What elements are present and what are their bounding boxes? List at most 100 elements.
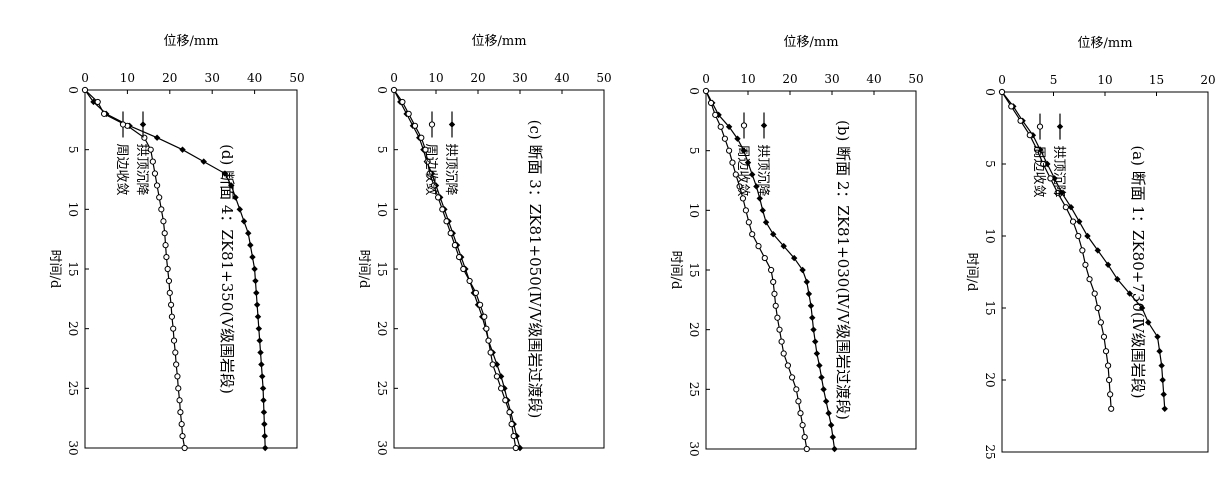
y-tick-label: 50 — [908, 72, 923, 86]
point-convergence — [466, 277, 473, 285]
point-convergence — [1082, 261, 1089, 268]
y-tick-label: 50 — [289, 71, 304, 85]
point-convergence — [1079, 247, 1086, 254]
point-convergence — [717, 123, 724, 130]
point-convergence — [418, 134, 425, 141]
point-convergence — [749, 231, 756, 238]
y-tick-label: 0 — [702, 72, 710, 86]
point-convergence — [156, 194, 163, 201]
point-convergence — [1104, 362, 1112, 369]
y-tick-label: 20 — [470, 71, 485, 85]
point-convergence — [502, 397, 509, 404]
point-subsidence — [1114, 276, 1121, 283]
point-convergence — [742, 207, 749, 214]
panel-caption: (c) 断面 3：ZK81+050(Ⅳ/Ⅴ级围岩过渡段) — [526, 120, 544, 419]
point-convergence — [1033, 146, 1041, 153]
point-subsidence — [252, 277, 259, 285]
legend-marker-diamond — [448, 121, 456, 128]
point-subsidence — [1051, 175, 1058, 182]
point-convergence — [174, 373, 181, 380]
x-tick-label: 15 — [375, 261, 389, 276]
point-subsidence — [822, 398, 830, 405]
point-convergence — [493, 373, 500, 380]
point-subsidence — [236, 206, 243, 213]
series-line-subsidence — [84, 89, 266, 449]
point-convergence — [1008, 103, 1015, 110]
y-tick-label: 20 — [782, 72, 797, 86]
legend-marker-circle — [428, 121, 436, 128]
legend-label: 拱顶沉降 — [755, 144, 770, 196]
x-axis-label: 时间/d — [47, 250, 62, 289]
point-subsidence — [762, 219, 770, 226]
point-subsidence — [1159, 376, 1166, 384]
point-convergence — [149, 158, 156, 165]
point-convergence — [426, 170, 433, 177]
x-tick-label: 25 — [375, 381, 389, 396]
panel-caption: (b) 断面 2：ZK81+030(Ⅳ/Ⅴ级围岩过渡段) — [834, 120, 852, 420]
point-convergence — [163, 253, 170, 261]
point-convergence — [164, 265, 171, 273]
point-convergence — [176, 397, 183, 404]
point-convergence — [707, 99, 715, 107]
point-convergence — [797, 410, 804, 417]
point-convergence — [487, 349, 494, 356]
point-subsidence — [825, 410, 832, 417]
legend-marker-circle — [119, 121, 127, 128]
point-convergence — [481, 313, 488, 320]
point-convergence — [1102, 348, 1110, 355]
point-subsidence — [1104, 261, 1112, 268]
point-subsidence — [810, 326, 817, 333]
point-convergence — [803, 445, 810, 453]
point-convergence — [178, 421, 185, 428]
point-convergence — [170, 337, 178, 344]
point-convergence — [497, 385, 505, 392]
point-subsidence — [249, 253, 256, 261]
point-convergence — [1097, 319, 1104, 326]
point-convergence — [177, 409, 184, 416]
y-tick-label: 40 — [247, 71, 262, 85]
legend-marker-diamond — [760, 122, 768, 129]
y-tick-label: 30 — [205, 71, 220, 85]
point-convergence — [506, 409, 513, 416]
point-convergence — [439, 206, 446, 213]
point-subsidence — [261, 432, 268, 440]
y-tick-label: 15 — [1149, 73, 1164, 87]
point-subsidence — [261, 420, 268, 428]
point-convergence — [1040, 160, 1047, 168]
point-convergence — [732, 171, 739, 178]
x-tick-label: 10 — [687, 203, 701, 218]
legend-marker-circle — [1036, 123, 1044, 130]
y-tick-label: 10 — [1097, 73, 1112, 87]
point-convergence — [153, 182, 161, 189]
point-subsidence — [259, 373, 266, 380]
y-tick-label: 10 — [740, 72, 755, 86]
point-subsidence — [232, 194, 239, 201]
point-convergence — [721, 135, 728, 142]
point-convergence — [460, 265, 467, 273]
point-convergence — [1054, 189, 1061, 196]
x-tick-label: 25 — [983, 444, 997, 459]
point-convergence — [172, 349, 179, 356]
point-convergence — [94, 98, 101, 106]
point-convergence — [998, 88, 1006, 96]
point-convergence — [1047, 175, 1054, 182]
point-convergence — [422, 146, 429, 153]
point-convergence — [770, 278, 777, 286]
point-convergence — [430, 182, 437, 189]
point-convergence — [483, 325, 490, 332]
point-subsidence — [247, 241, 254, 249]
legend-label: 拱顶沉降 — [443, 143, 458, 195]
y-tick-label: 5 — [1050, 73, 1058, 87]
point-convergence — [424, 158, 431, 165]
x-axis-label: 时间/d — [356, 250, 371, 289]
point-subsidence — [820, 386, 827, 393]
point-convergence — [776, 326, 783, 333]
point-convergence — [147, 146, 154, 153]
x-tick-label: 0 — [66, 86, 80, 94]
